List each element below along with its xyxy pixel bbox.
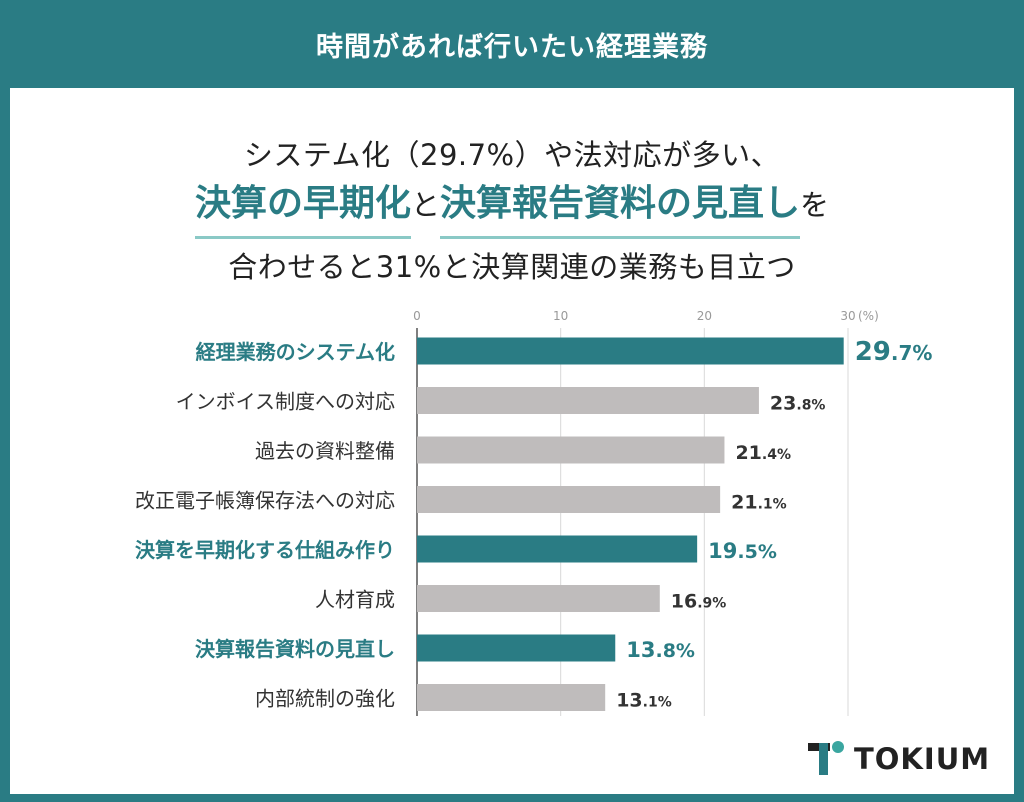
subtitle-line-2: 決算の早期化と決算報告資料の見直しを: [0, 174, 1024, 239]
tick-label: 30: [840, 309, 855, 323]
category-label: 人材育成: [315, 588, 395, 612]
bar: [417, 486, 721, 513]
header-title: 時間があれば行いたい経理業務: [316, 31, 708, 63]
tick-label: 0: [413, 309, 421, 323]
category-label: 過去の資料整備: [255, 439, 395, 463]
tick-label: 10: [553, 309, 568, 323]
data-label: 23.8%: [770, 393, 826, 415]
bar: [417, 337, 844, 365]
tokium-logo: TOKIUM: [806, 737, 1006, 781]
data-label: 21.4%: [735, 442, 791, 464]
bar: [417, 436, 725, 464]
category-label: 内部統制の強化: [255, 687, 395, 711]
category-label: 決算を早期化する仕組み作り: [135, 538, 395, 562]
highlight-report-review: 決算報告資料の見直し: [440, 174, 801, 239]
bar: [417, 535, 698, 563]
data-label: 13.8%: [626, 638, 695, 662]
highlight-early-closing: 決算の早期化: [194, 174, 411, 239]
data-label: 16.9%: [671, 591, 727, 613]
category-label: 決算報告資料の見直し: [195, 637, 395, 661]
data-label: 29.7%: [855, 337, 933, 367]
subtitle-line-3: 合わせると31%と決算関連の業務も目立つ: [228, 250, 796, 284]
data-label: 13.1%: [616, 690, 672, 712]
tokium-logo-text: TOKIUM: [854, 742, 991, 776]
axis-unit: (%): [858, 309, 879, 323]
subtitle-line-1: システム化（29.7%）や法対応が多い、: [243, 138, 781, 172]
tokium-logo-icon: [808, 741, 844, 775]
category-label: 経理業務のシステム化: [196, 340, 395, 364]
subtitle-connector: と: [410, 188, 440, 222]
subtitle-particle: を: [800, 188, 830, 222]
category-label: インボイス制度への対応: [176, 390, 395, 414]
category-label: 改正電子帳簿保存法への対応: [135, 489, 395, 513]
data-label: 21.1%: [731, 492, 787, 514]
bar: [417, 387, 759, 414]
data-label: 19.5%: [708, 539, 777, 563]
tick-label: 20: [697, 309, 712, 323]
bar: [417, 634, 616, 662]
bar: [417, 684, 606, 711]
bar: [417, 585, 660, 612]
